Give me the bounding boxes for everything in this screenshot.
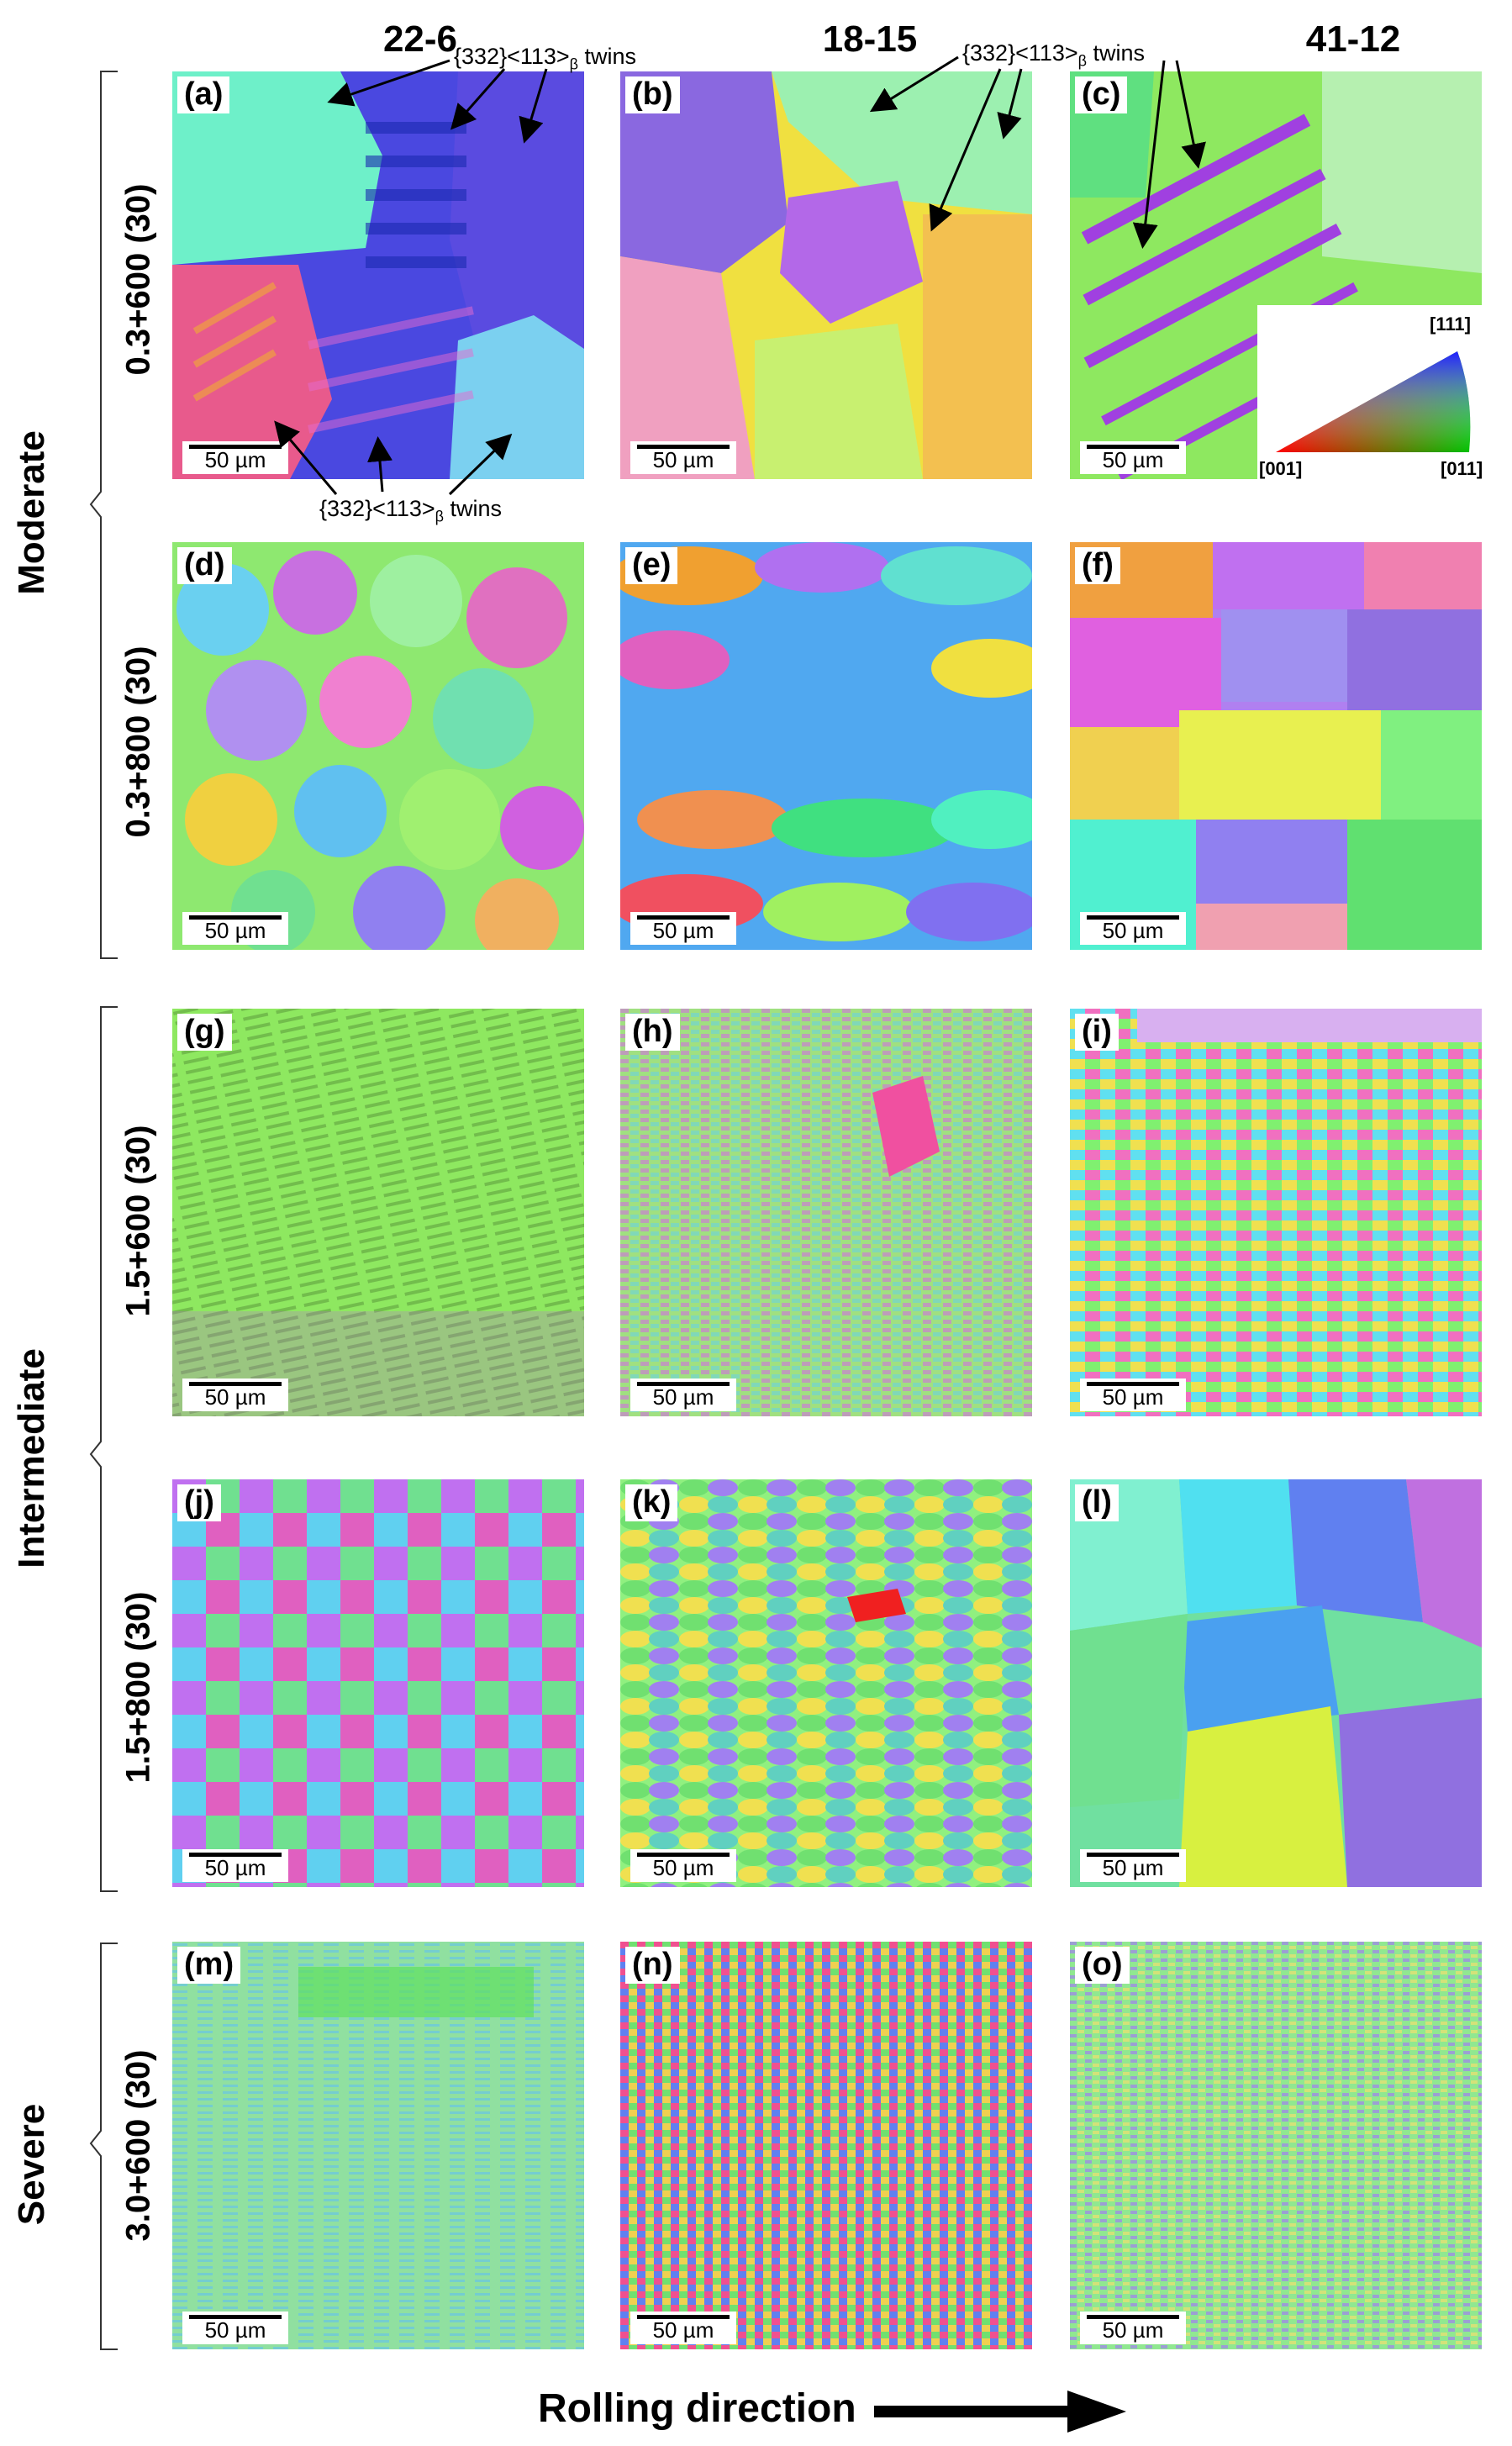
- panel-e: (e) 50 µm: [620, 542, 1032, 950]
- scale-bar-l: 50 µm: [1080, 1849, 1186, 1882]
- ebsd-map-j: [172, 1479, 584, 1887]
- scale-bar-a: 50 µm: [182, 441, 288, 474]
- ipf-label-001: [001]: [1259, 458, 1303, 479]
- panel-label-a: (a): [177, 76, 230, 113]
- panel-l: (l) 50 µm: [1070, 1479, 1482, 1887]
- ebsd-map-d: [172, 542, 584, 950]
- panel-f: (f) 50 µm: [1070, 542, 1482, 950]
- scale-bar-b: 50 µm: [630, 441, 736, 474]
- panel-m: (m) 50 µm: [172, 1942, 584, 2349]
- row-label-5: 3.0+600 (30): [119, 2049, 157, 2242]
- group-label-severe: Severe: [11, 2103, 52, 2226]
- panel-o: (o) 50 µm: [1070, 1942, 1482, 2349]
- rolling-direction-arrow-icon: [874, 2391, 1126, 2433]
- panel-d: (d) 50 µm: [172, 542, 584, 950]
- ebsd-map-n: [620, 1942, 1032, 2349]
- scale-bar-k: 50 µm: [630, 1849, 736, 1882]
- panel-label-k: (k): [625, 1484, 678, 1521]
- ebsd-map-m: [172, 1942, 584, 2349]
- panel-label-h: (h): [625, 1014, 680, 1051]
- twins-annotation-a-top: {332}<113>β twins: [454, 44, 637, 73]
- ebsd-map-o: [1070, 1942, 1482, 2349]
- row-label-4: 1.5+800 (30): [119, 1591, 157, 1784]
- panel-a: (a) 50 µm: [172, 71, 584, 479]
- panel-label-g: (g): [177, 1014, 232, 1051]
- panel-h: (h) 50 µm: [620, 1009, 1032, 1416]
- ipf-legend: [111] [001] [011]: [1257, 305, 1491, 482]
- twins-annotation-a-bottom: {332}<113>β twins: [319, 496, 503, 525]
- ebsd-map-a: [172, 71, 584, 479]
- ebsd-map-l: [1070, 1479, 1482, 1887]
- column-header-22-6: 22-6: [382, 18, 458, 60]
- row-label-1: 0.3+600 (30): [119, 183, 157, 376]
- row-label-2: 0.3+800 (30): [119, 646, 157, 838]
- footer: Rolling direction: [0, 2379, 1512, 2438]
- scale-bar-g: 50 µm: [182, 1379, 288, 1411]
- panel-label-f: (f): [1075, 547, 1120, 584]
- column-header-18-15: 18-15: [822, 18, 918, 60]
- scale-bar-d: 50 µm: [182, 912, 288, 945]
- panel-b: (b) 50 µm: [620, 71, 1032, 479]
- ipf-triangle: [1276, 351, 1471, 452]
- ebsd-map-g: [172, 1009, 584, 1416]
- scale-bar-c: 50 µm: [1080, 441, 1186, 474]
- scale-bar-f: 50 µm: [1080, 912, 1186, 945]
- panel-label-b: (b): [625, 76, 680, 113]
- panel-label-j: (j): [177, 1484, 221, 1521]
- panel-label-e: (e): [625, 547, 678, 584]
- panel-label-n: (n): [625, 1947, 680, 1984]
- panel-label-m: (m): [177, 1947, 241, 1984]
- scale-bar-m: 50 µm: [182, 2312, 288, 2344]
- twins-annotation-b-top: {332}<113>β twins: [962, 40, 1146, 70]
- group-label-intermediate: Intermediate: [11, 1348, 52, 1568]
- panel-j: (j) 50 µm: [172, 1479, 584, 1887]
- panel-label-o: (o): [1075, 1947, 1130, 1984]
- scale-bar-o: 50 µm: [1080, 2312, 1186, 2344]
- scale-bar-j: 50 µm: [182, 1849, 288, 1882]
- panel-g: (g) 50 µm: [172, 1009, 584, 1416]
- scale-bar-n: 50 µm: [630, 2312, 736, 2344]
- column-header-41-12: 41-12: [1305, 18, 1401, 60]
- group-label-moderate: Moderate: [11, 430, 52, 595]
- scale-bar-h: 50 µm: [630, 1379, 736, 1411]
- rolling-direction-label: Rolling direction: [538, 2386, 856, 2431]
- panel-k: (k) 50 µm: [620, 1479, 1032, 1887]
- panel-label-l: (l): [1075, 1484, 1119, 1521]
- ebsd-map-i: [1070, 1009, 1482, 1416]
- ebsd-map-b: [620, 71, 1032, 479]
- scale-bar-i: 50 µm: [1080, 1379, 1186, 1411]
- ipf-label-111: [111]: [1430, 314, 1471, 335]
- panel-label-d: (d): [177, 547, 232, 584]
- ebsd-map-k: [620, 1479, 1032, 1887]
- ebsd-map-f: [1070, 542, 1482, 950]
- panel-n: (n) 50 µm: [620, 1942, 1032, 2349]
- row-label-3: 1.5+600 (30): [119, 1125, 157, 1317]
- panel-label-i: (i): [1075, 1014, 1119, 1051]
- scale-bar-e: 50 µm: [630, 912, 736, 945]
- panel-i: (i) 50 µm: [1070, 1009, 1482, 1416]
- panel-label-c: (c): [1075, 76, 1128, 113]
- ipf-label-011: [011]: [1441, 458, 1483, 479]
- ebsd-map-h: [620, 1009, 1032, 1416]
- ebsd-map-e: [620, 542, 1032, 950]
